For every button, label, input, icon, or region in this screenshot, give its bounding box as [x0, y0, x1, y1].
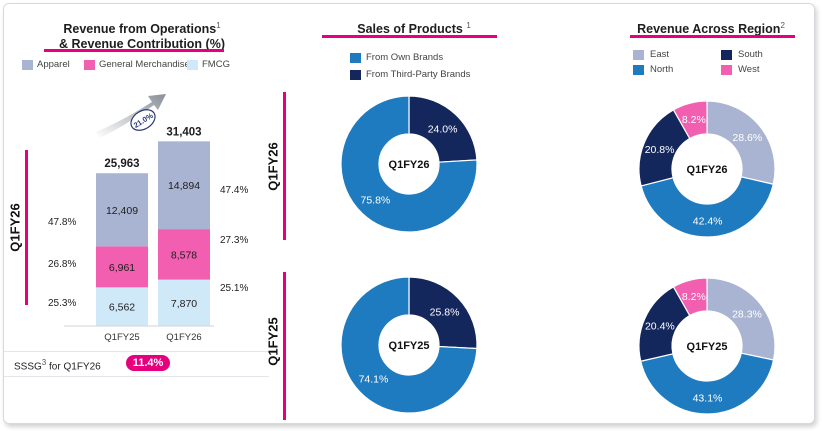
- legend-swatch-third-party-brands: [350, 70, 361, 80]
- ssg-value-badge: 11.4%: [126, 355, 170, 371]
- revenue-title-line2: & Revenue Contribution (%): [59, 37, 225, 52]
- slice-label-east-q1fy26: 28.6%: [732, 132, 762, 144]
- revenue-side-bar: [25, 150, 28, 305]
- legend-label-fmcg: FMCG: [202, 59, 230, 70]
- donut-sales-of-products-q1fy26: 24.0% 75.8% Q1FY26: [340, 95, 478, 233]
- sales-title: Sales of Products 1: [334, 18, 494, 37]
- slice-east-q1fy26: [706, 100, 776, 185]
- sales-title-text: Sales of Products: [357, 22, 463, 37]
- slide-frame: Revenue from Operations1 & Revenue Contr…: [3, 3, 815, 424]
- legend-swatch-south: [721, 50, 732, 60]
- legend-swatch-fmcg: [187, 60, 198, 70]
- donut-center-label: Q1FY26: [389, 159, 430, 171]
- bar-label-apparel-q1fy25: 12,409: [106, 205, 138, 217]
- region-title: Revenue Across Region2: [626, 18, 796, 37]
- slice-east-q1fy25: [706, 277, 776, 361]
- region-title-text: Revenue Across Region: [637, 22, 781, 37]
- sales-side-bar-q1fy26: [283, 92, 286, 240]
- left-pct-fmcg: 25.3%: [48, 298, 77, 309]
- slice-from-own-brands-q1fy25: [340, 276, 478, 414]
- right-pct-general-merchandise: 27.3%: [220, 235, 249, 246]
- slice-label-from-third-party-brands-q1fy25: 25.8%: [430, 306, 460, 318]
- ssg-row: SSSG3 for Q1FY26: [14, 358, 101, 372]
- legend-label-apparel: Apparel: [37, 59, 70, 70]
- slice-west-q1fy26: [672, 100, 708, 140]
- bar-label-fmcg-q1fy25: 6,562: [109, 302, 135, 314]
- bar-label-general-merchandise-q1fy25: 6,961: [109, 262, 135, 274]
- legend-swatch-east: [633, 50, 644, 60]
- slice-west-q1fy25: [672, 277, 708, 317]
- bar-total-q1fy25: 25,963: [104, 158, 139, 170]
- legend-label-north: North: [650, 64, 674, 75]
- right-pct-fmcg: 25.1%: [220, 283, 249, 294]
- slice-north-q1fy25: [640, 352, 775, 415]
- legend-label-east: East: [650, 49, 670, 60]
- ssg-suffix: for Q1FY26: [46, 361, 101, 373]
- right-pct-apparel: 47.4%: [220, 185, 249, 196]
- legend-swatch-north: [633, 65, 644, 75]
- slice-from-third-party-brands-q1fy26: [408, 95, 478, 163]
- legend-swatch-west: [721, 65, 732, 75]
- slice-label-from-own-brands-q1fy25: 74.1%: [359, 374, 389, 386]
- sales-title-underline: [322, 35, 497, 38]
- legend-swatch-general-merchandise: [84, 60, 95, 70]
- slice-label-from-third-party-brands-q1fy26: 24.0%: [428, 123, 458, 135]
- sales-title-sup: 1: [466, 21, 471, 30]
- donut-revenue-across-region-q1fy25: 28.3% 43.1% 20.4% 8.2% Q1FY25: [638, 277, 776, 415]
- growth-arrow-icon: [96, 94, 166, 138]
- legend-label-general-merchandise: General Merchandise: [99, 59, 190, 70]
- revenue-bar-chart: 6,562 6,961 12,409 25,963 7,870 8,578 14,894 31…: [64, 94, 214, 343]
- category-label-q1fy25: Q1FY25: [104, 332, 139, 343]
- donut-center-label: Q1FY26: [687, 164, 728, 176]
- slice-label-south-q1fy25: 20.4%: [645, 320, 675, 332]
- bar-general-merchandise-q1fy25: [96, 246, 148, 288]
- region-title-underline: [630, 35, 795, 38]
- ssg-sup: 3: [41, 358, 47, 367]
- donut-revenue-across-region-q1fy26: 28.6% 42.4% 20.8% 8.2% Q1FY26: [638, 100, 776, 238]
- legend-label-own-brands: From Own Brands: [366, 52, 444, 63]
- bar-total-q1fy26: 31,403: [166, 126, 201, 138]
- revenue-title-underline: [44, 49, 224, 52]
- slice-label-west-q1fy26: 8.2%: [682, 114, 706, 126]
- bar-label-apparel-q1fy26: 14,894: [168, 180, 200, 192]
- growth-badge: 21.0%: [130, 109, 156, 131]
- ssg-underline: [4, 376, 269, 377]
- category-label-q1fy26: Q1FY26: [166, 332, 201, 343]
- left-pct-apparel: 47.8%: [48, 217, 77, 228]
- bar-label-general-merchandise-q1fy26: 8,578: [171, 249, 197, 261]
- slice-label-north-q1fy25: 43.1%: [693, 392, 723, 404]
- slice-north-q1fy26: [640, 176, 774, 238]
- donut-charts: 24.0% 75.8% Q1FY26 25.8% 74.1% Q1FY25 28.6% 42.…: [340, 95, 776, 415]
- slice-label-north-q1fy26: 42.4%: [693, 215, 723, 227]
- bar-label-fmcg-q1fy26: 7,870: [171, 298, 197, 310]
- legend-label-west: West: [738, 64, 760, 75]
- legend-label-south: South: [738, 49, 763, 60]
- bar-apparel-q1fy26: [158, 141, 210, 230]
- revenue-title-sup: 1: [216, 21, 221, 30]
- revenue-title: Revenue from Operations1 & Revenue Contr…: [42, 18, 242, 52]
- left-pct-general-merchandise: 26.8%: [48, 259, 77, 270]
- ssg-divider: [4, 351, 269, 352]
- slice-label-west-q1fy25: 8.2%: [682, 291, 706, 303]
- slice-label-south-q1fy26: 20.8%: [645, 144, 675, 156]
- bar-apparel-q1fy25: [96, 173, 148, 247]
- sales-side-bar-q1fy25: [283, 272, 286, 420]
- legend-swatch-apparel: [22, 60, 33, 70]
- bar-fmcg-q1fy25: [96, 287, 148, 326]
- slice-from-own-brands-q1fy26: [340, 95, 478, 233]
- legend-label-third-party-brands: From Third-Party Brands: [366, 69, 471, 80]
- slice-label-east-q1fy25: 28.3%: [732, 309, 762, 321]
- slice-from-third-party-brands-q1fy25: [408, 276, 478, 350]
- donut-sales-of-products-q1fy25: 25.8% 74.1% Q1FY25: [340, 276, 478, 414]
- slice-label-from-own-brands-q1fy26: 75.8%: [361, 195, 391, 207]
- bar-fmcg-q1fy26: [158, 279, 210, 326]
- region-title-sup: 2: [780, 21, 785, 30]
- donut-center-label: Q1FY25: [389, 340, 430, 352]
- legend-swatch-own-brands: [350, 53, 361, 63]
- donut-center-label: Q1FY25: [687, 341, 728, 353]
- bar-general-merchandise-q1fy26: [158, 229, 210, 280]
- ssg-prefix: SSSG: [14, 361, 42, 373]
- revenue-title-line1: Revenue from Operations: [63, 22, 217, 37]
